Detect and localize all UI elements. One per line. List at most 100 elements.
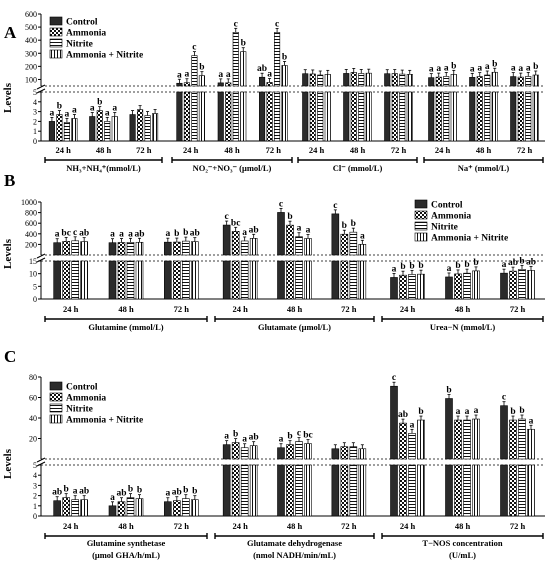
significance-letter: c xyxy=(234,19,238,29)
bar-upper xyxy=(510,76,517,87)
group-label: NO₂⁻+NO₃⁻ (μmol/L) xyxy=(193,163,272,173)
bar xyxy=(390,464,398,517)
significance-letter: b xyxy=(351,219,356,229)
legend-swatch xyxy=(49,381,63,391)
significance-letter: a xyxy=(392,264,397,274)
bar xyxy=(80,260,88,300)
bar xyxy=(384,91,391,142)
legend-swatch xyxy=(49,16,63,26)
panel-b-label: B xyxy=(4,171,15,190)
timepoint-label: 48 h xyxy=(350,145,366,155)
axis-break-mark xyxy=(36,84,46,90)
y-tick-label: 40 xyxy=(29,414,37,423)
bar xyxy=(365,91,372,142)
timepoint-label: 48 h xyxy=(224,145,240,155)
y-tick-label: 4 xyxy=(33,98,37,107)
bar xyxy=(173,500,181,517)
significance-letter: c xyxy=(333,201,337,211)
bar xyxy=(391,91,398,142)
bar-upper xyxy=(173,241,181,256)
bar xyxy=(454,273,462,300)
significance-letter: b xyxy=(492,59,497,69)
bar-upper xyxy=(340,446,349,460)
y-tick-label: 0 xyxy=(33,512,37,521)
bar-upper xyxy=(232,32,239,87)
bar-upper xyxy=(249,238,258,256)
bar xyxy=(399,274,407,300)
significance-letter: ab xyxy=(526,257,536,267)
significance-letter: b xyxy=(473,258,478,268)
bar-upper xyxy=(222,444,231,460)
bar xyxy=(277,464,285,517)
significance-letter: ab xyxy=(190,229,200,239)
bar xyxy=(164,501,172,517)
legend-label: Control xyxy=(66,383,98,393)
bar-upper xyxy=(309,73,316,87)
significance-letter: a xyxy=(306,226,311,236)
bar xyxy=(286,464,294,517)
bar xyxy=(135,260,144,300)
timepoint-label: 48 h xyxy=(476,145,492,155)
legend-swatch xyxy=(49,27,63,37)
legend-swatch xyxy=(49,403,63,413)
significance-letter: a xyxy=(511,64,516,74)
group-label-line2: (nmol NADH/min/mL) xyxy=(253,550,336,560)
bar-upper xyxy=(183,82,190,87)
bar xyxy=(126,497,135,517)
bar xyxy=(358,260,367,300)
significance-letter: a xyxy=(185,70,190,80)
timepoint-label: 72 h xyxy=(136,145,152,155)
y-tick-label: 80 xyxy=(29,373,37,382)
legend-label: Control xyxy=(431,201,463,211)
significance-letter: ab xyxy=(249,433,259,443)
bar-upper xyxy=(198,75,205,87)
bar xyxy=(231,260,240,300)
bar xyxy=(408,464,416,517)
significance-letter: b xyxy=(192,487,197,497)
legend-label: Ammonia + Nitrite xyxy=(66,416,143,426)
bar-upper xyxy=(286,224,294,256)
timepoint-label: 72 h xyxy=(174,521,190,531)
bar xyxy=(428,91,435,142)
significance-letter: c xyxy=(73,228,77,238)
bar-upper xyxy=(532,74,539,87)
significance-letter: b xyxy=(519,406,524,416)
bar xyxy=(406,91,413,142)
bar xyxy=(191,260,199,300)
timepoint-label: 24 h xyxy=(400,521,416,531)
bar xyxy=(302,91,309,142)
bar xyxy=(183,91,190,142)
bar-upper xyxy=(476,76,483,87)
significance-letter: c xyxy=(392,373,396,383)
bar xyxy=(343,91,350,142)
timepoint-label: 48 h xyxy=(287,304,303,314)
bar xyxy=(274,91,281,142)
significance-letter: c xyxy=(275,19,279,29)
bar-upper xyxy=(117,242,126,256)
significance-letter: ab xyxy=(398,410,408,420)
bar-upper xyxy=(343,73,350,87)
significance-letter: b xyxy=(533,62,538,72)
bar xyxy=(463,272,471,300)
y-tick-label: 3 xyxy=(33,108,37,117)
legend-label: Nitrite xyxy=(431,223,458,233)
bar xyxy=(286,260,294,300)
bar xyxy=(491,91,498,142)
significance-letter: a xyxy=(444,63,449,73)
bar xyxy=(259,91,266,142)
significance-letter: c xyxy=(502,393,506,403)
bar xyxy=(144,115,151,142)
bar-upper xyxy=(469,77,476,87)
bar xyxy=(317,91,324,142)
bar xyxy=(71,118,78,142)
timepoint-label: 24 h xyxy=(63,521,79,531)
bar-upper xyxy=(191,55,198,87)
bar xyxy=(472,464,480,517)
bar xyxy=(445,464,453,517)
timepoint-label: 24 h xyxy=(55,145,71,155)
legend-label: Ammonia + Nitrite xyxy=(431,234,508,244)
timepoint-label: 24 h xyxy=(183,145,199,155)
